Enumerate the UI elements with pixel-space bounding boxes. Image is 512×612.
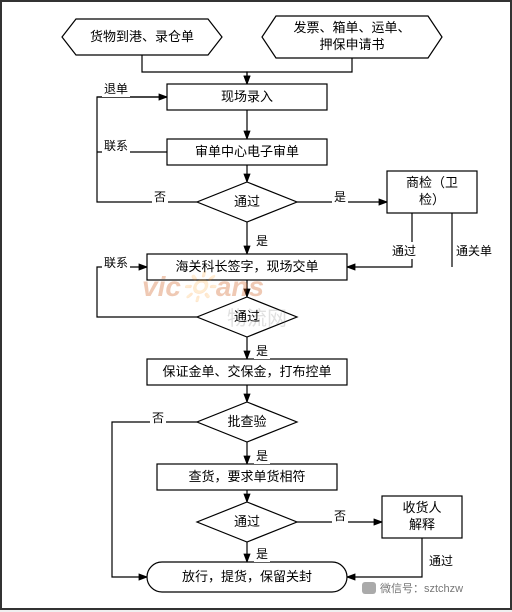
flowchart-svg [2,2,512,612]
flowchart-canvas: vic🔆ans 物流网 微信号：sztchzw 是否退单联系是通过通关单是联系是… [0,0,512,610]
footer-text: 微信号：sztchzw [380,580,463,596]
footer-wechat: 微信号：sztchzw [362,580,463,596]
wechat-icon [362,582,376,594]
